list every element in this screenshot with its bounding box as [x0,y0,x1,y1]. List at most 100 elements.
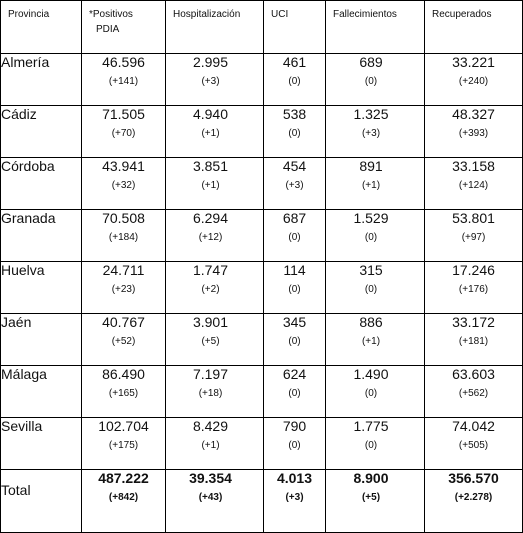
positivos-change: (+23) [111,284,136,295]
hospitalizacion-change: (+12) [198,232,223,243]
cell-fallecimientos: 891 (+1) [325,157,425,210]
recuperados-change: (+240) [458,76,489,87]
cell-uci: 538 (0) [263,105,326,158]
recuperados-value: 33.172 [452,314,495,330]
fallecimientos-change: (0) [364,284,378,295]
hospitalizacion-change: (+18) [198,388,223,399]
header-fallecimientos-label: Fallecimientos [333,9,397,20]
positivos-change: (+32) [111,180,136,191]
uci-change: (0) [288,76,301,87]
positivos-change: (+141) [108,76,139,87]
total-hospitalizacion: 39.354 (+43) [165,469,264,533]
fallecimientos-change: (+3) [361,128,381,139]
cell-positivos: 102.704 (+175) [81,417,166,470]
uci-value: 790 [282,418,307,434]
cell-fallecimientos: 1.490 (0) [325,365,425,418]
recuperados-value: 53.801 [452,210,495,226]
fallecimientos-value: 689 [359,54,383,70]
province-name: Málaga [0,365,82,418]
hospitalizacion-value: 4.940 [192,106,229,122]
cell-recuperados: 63.603 (+562) [424,365,523,418]
cell-hospitalizacion: 2.995 (+3) [165,53,264,106]
cell-recuperados: 17.246 (+176) [424,261,523,314]
hospitalizacion-value: 3.901 [192,314,229,330]
province-name: Jaén [0,313,82,366]
positivos-change: (+184) [108,232,139,243]
cell-positivos: 71.505 (+70) [81,105,166,158]
hospitalizacion-value: 6.294 [192,210,229,226]
header-positivos-label-1: *Positivos [89,9,133,20]
uci-value: 461 [282,54,307,70]
table-row: Sevilla 102.704 (+175) 8.429 (+1) 790 (0) 1.775… [0,417,523,470]
total-recuperados-change: (+2.278) [454,492,493,503]
cell-uci: 345 (0) [263,313,326,366]
uci-change: (0) [288,440,301,451]
header-hospitalizacion-label: Hospitalización [173,9,241,20]
total-recuperados: 356.570 (+2.278) [424,469,523,533]
fallecimientos-change: (0) [364,76,378,87]
positivos-value: 70.508 [102,210,145,226]
total-hospitalizacion-value: 39.354 [189,470,232,486]
total-fallecimientos: 8.900 (+5) [325,469,425,533]
table-header-row: Provincia *Positivos PDIA Hospitalización… [0,0,523,54]
uci-change: (+3) [285,180,304,191]
header-provincia: Provincia [0,0,82,54]
total-uci-value: 4.013 [276,470,313,486]
recuperados-value: 48.327 [452,106,495,122]
uci-change: (0) [288,284,301,295]
recuperados-change: (+124) [458,180,489,191]
cell-hospitalizacion: 7.197 (+18) [165,365,264,418]
fallecimientos-change: (+1) [361,180,381,191]
positivos-value: 40.767 [102,314,145,330]
cell-fallecimientos: 1.775 (0) [325,417,425,470]
cell-positivos: 40.767 (+52) [81,313,166,366]
cell-hospitalizacion: 6.294 (+12) [165,209,264,262]
positivos-value: 24.711 [102,262,145,278]
hospitalizacion-value: 7.197 [192,366,229,382]
cell-recuperados: 33.221 (+240) [424,53,523,106]
fallecimientos-change: (0) [364,388,378,399]
recuperados-change: (+393) [458,128,489,139]
header-uci: UCI [263,0,326,54]
header-hospitalizacion: Hospitalización [165,0,264,54]
recuperados-value: 33.158 [452,158,495,174]
cell-recuperados: 33.172 (+181) [424,313,523,366]
province-name: Cádiz [0,105,82,158]
cell-hospitalizacion: 1.747 (+2) [165,261,264,314]
cell-recuperados: 53.801 (+97) [424,209,523,262]
header-positivos: *Positivos PDIA [81,0,166,54]
uci-change: (0) [288,388,301,399]
uci-change: (0) [288,336,301,347]
cell-hospitalizacion: 8.429 (+1) [165,417,264,470]
cell-recuperados: 74.042 (+505) [424,417,523,470]
uci-change: (0) [288,128,301,139]
fallecimientos-value: 315 [359,262,383,278]
cell-uci: 790 (0) [263,417,326,470]
cell-fallecimientos: 315 (0) [325,261,425,314]
table-row: Cádiz 71.505 (+70) 4.940 (+1) 538 (0) 1.325 (+3)… [0,105,523,158]
hospitalizacion-change: (+1) [201,180,220,191]
total-label: Total [0,469,82,533]
positivos-change: (+165) [108,388,139,399]
cell-hospitalizacion: 3.851 (+1) [165,157,264,210]
province-name: Almería [0,53,82,106]
hospitalizacion-value: 1.747 [192,262,229,278]
header-positivos-label-2: PDIA [96,24,120,35]
province-name: Sevilla [0,417,82,470]
recuperados-value: 74.042 [452,418,495,434]
uci-value: 114 [283,262,306,278]
table-row: Granada 70.508 (+184) 6.294 (+12) 687 (0) 1.529… [0,209,523,262]
hospitalizacion-change: (+5) [201,336,220,347]
fallecimientos-value: 891 [359,158,383,174]
fallecimientos-change: (+1) [361,336,381,347]
header-recuperados-label: Recuperados [432,9,492,20]
total-fallecimientos-value: 8.900 [353,470,389,486]
province-name: Huelva [0,261,82,314]
total-positivos-value: 487.222 [98,470,149,486]
total-positivos-change: (+842) [108,492,139,503]
cell-uci: 454 (+3) [263,157,326,210]
table-row: Córdoba 43.941 (+32) 3.851 (+1) 454 (+3) 891 (+1… [0,157,523,210]
hospitalizacion-value: 2.995 [192,54,229,70]
hospitalizacion-change: (+3) [201,76,220,87]
table-row: Málaga 86.490 (+165) 7.197 (+18) 624 (0) 1.490 (… [0,365,523,418]
